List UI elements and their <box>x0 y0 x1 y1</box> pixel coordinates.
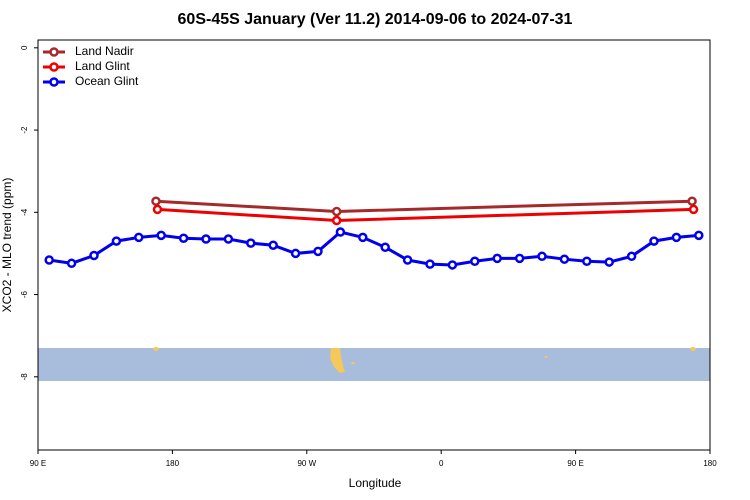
point <box>134 232 144 243</box>
point <box>687 196 697 206</box>
x-tick-label: 90 W <box>297 459 316 468</box>
y-tick-label: -6 <box>20 290 29 298</box>
point <box>246 238 256 248</box>
point <box>447 260 458 270</box>
y-axis-label: XCO2 - MLO trend (ppm) <box>0 178 14 313</box>
plot-frame <box>37 39 711 451</box>
series-line <box>155 199 693 213</box>
chart-title: 60S-45S January (Ver 11.2) 2014-09-06 to… <box>178 11 573 28</box>
legend-marker <box>49 62 59 72</box>
point <box>335 227 346 237</box>
x-tick-label: 90 E <box>567 459 583 468</box>
series-line <box>48 230 699 267</box>
point <box>470 256 480 266</box>
point <box>582 256 592 266</box>
x-tick-label: 90 E <box>30 459 46 468</box>
point <box>671 232 682 243</box>
x-tick-label: 180 <box>703 459 717 468</box>
point <box>559 254 570 264</box>
y-tick-label: 0 <box>20 45 29 50</box>
x-tick-label: 0 <box>439 459 444 468</box>
point <box>694 230 704 241</box>
point <box>331 206 342 217</box>
point <box>331 215 342 226</box>
point <box>537 251 547 262</box>
point <box>89 250 99 261</box>
y-tick-label: -2 <box>20 126 29 134</box>
point <box>380 242 390 253</box>
point <box>268 240 278 250</box>
point <box>649 236 659 246</box>
point <box>178 233 189 243</box>
series-line <box>157 207 694 223</box>
legend-label: Land Glint <box>75 59 130 73</box>
legend-label: Ocean Glint <box>75 74 139 88</box>
point <box>313 246 323 257</box>
x-tick-label: 180 <box>166 459 180 468</box>
point <box>604 257 614 267</box>
point <box>223 234 234 244</box>
point <box>111 236 122 246</box>
point <box>156 230 166 241</box>
point <box>66 258 77 269</box>
y-tick-label: -4 <box>20 208 29 216</box>
legend-label: Land Nadir <box>75 44 134 58</box>
map-strip <box>38 347 710 381</box>
y-tick-label: -8 <box>20 373 29 381</box>
point <box>402 255 413 265</box>
point <box>688 204 699 215</box>
point <box>425 259 435 269</box>
point <box>626 251 637 262</box>
point <box>358 232 368 243</box>
point <box>151 196 161 206</box>
legend-marker <box>49 47 59 57</box>
point <box>152 204 163 215</box>
point <box>492 253 502 264</box>
x-axis-label: Longitude <box>349 476 402 490</box>
legend-marker <box>49 77 59 87</box>
point <box>290 248 301 259</box>
point <box>44 255 54 265</box>
point <box>514 253 525 264</box>
point <box>201 234 211 244</box>
